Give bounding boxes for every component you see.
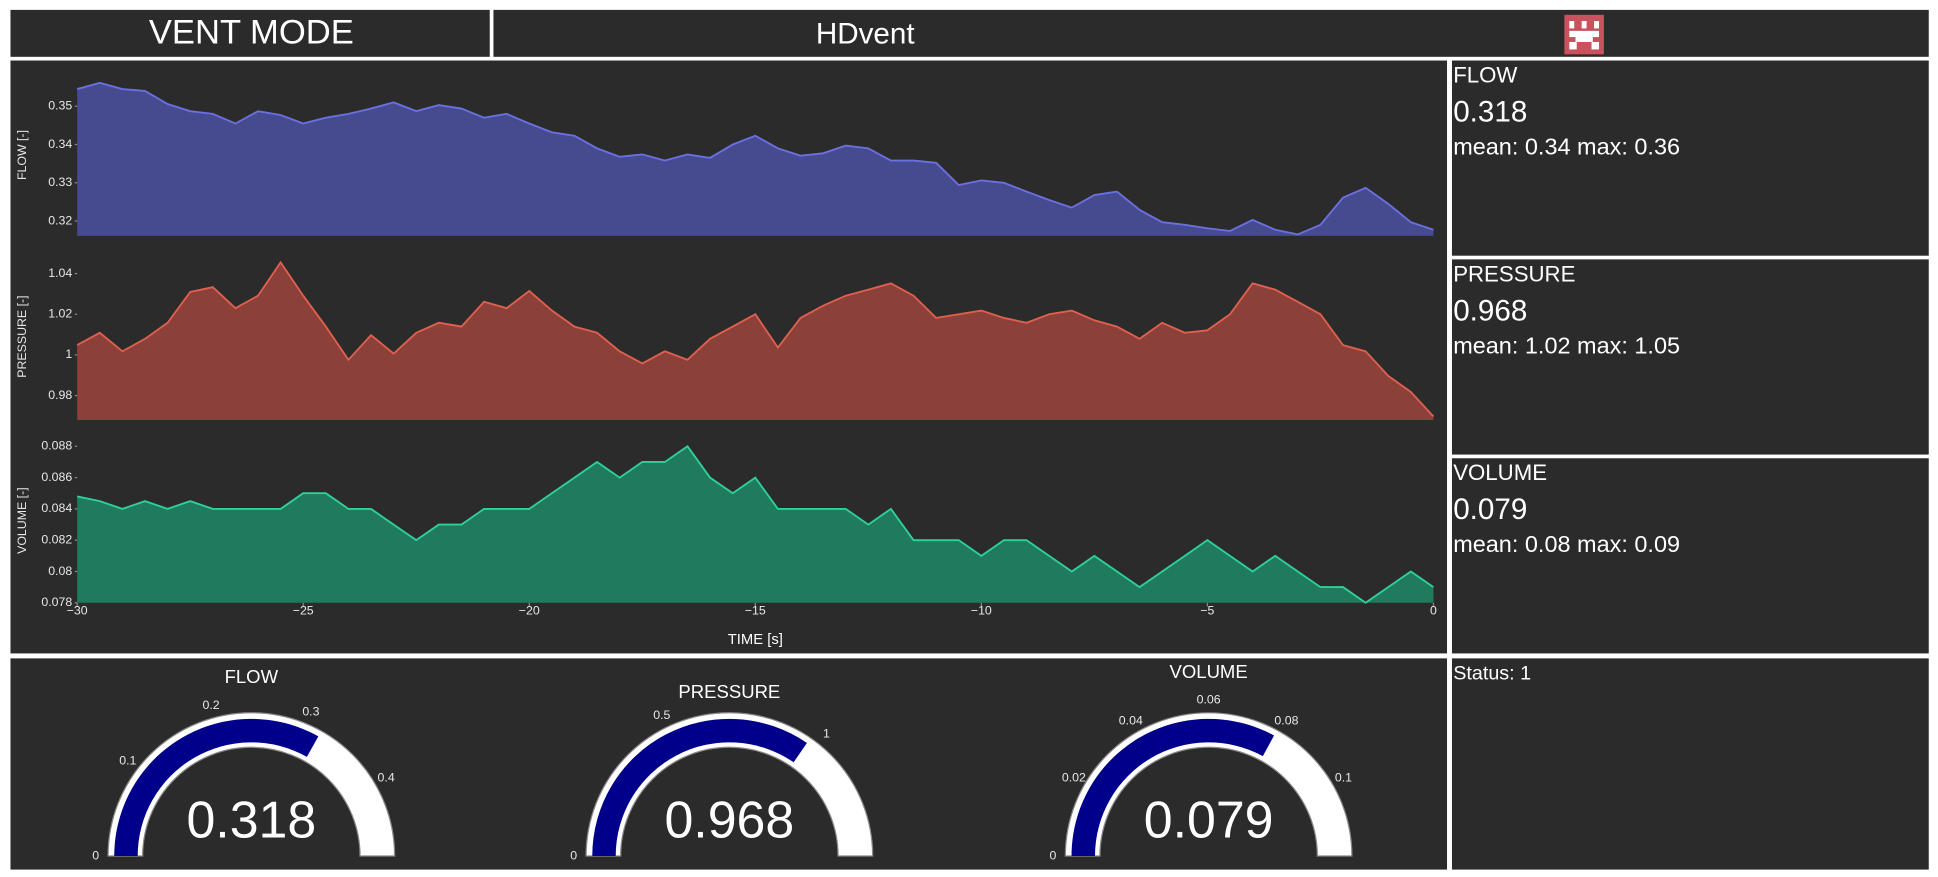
y-tick-label: 0.078 xyxy=(41,595,72,609)
gauge-tick-label: 0.06 xyxy=(1197,693,1221,707)
x-tick-label: 0 xyxy=(1430,604,1437,618)
area xyxy=(77,82,1434,236)
y-axis-title: FLOW [-] xyxy=(15,130,29,180)
mode-title: VENT MODE xyxy=(149,14,354,52)
readout-title: PRESSURE xyxy=(1453,261,1575,286)
y-tick-label: 0.084 xyxy=(41,501,72,515)
readout-stats: mean: 0.08 max: 0.09 xyxy=(1453,531,1680,557)
y-tick-label: 1.04 xyxy=(48,266,72,280)
gauge-tick-label: 0.1 xyxy=(1335,770,1352,784)
gauge-panel xyxy=(10,658,1448,870)
gauge-tick-label: 0.04 xyxy=(1119,713,1143,727)
app-box xyxy=(493,9,1929,57)
gauge-value: 0.318 xyxy=(186,791,316,849)
gauge-title: PRESSURE xyxy=(678,681,780,702)
readout-stats: mean: 1.02 max: 1.05 xyxy=(1453,332,1680,358)
y-tick-label: 0.34 xyxy=(48,137,72,151)
line xyxy=(76,445,1434,604)
area xyxy=(77,262,1434,420)
readout-value: 0.968 xyxy=(1453,294,1527,327)
gauge-bar xyxy=(592,718,807,857)
readout-value: 0.318 xyxy=(1453,95,1527,128)
gauge-tick-label: 0.08 xyxy=(1274,713,1298,727)
gauge-title: VOLUME xyxy=(1170,661,1248,682)
logo xyxy=(1564,14,1604,55)
gauge-tick-label: 0.5 xyxy=(653,708,670,722)
gauge-tick-label: 0 xyxy=(1050,848,1057,862)
y-axis-title: PRESSURE [-] xyxy=(15,295,29,377)
line xyxy=(76,81,1434,236)
gauge-tick-label: 0.2 xyxy=(202,698,219,712)
readout-title: VOLUME xyxy=(1453,460,1547,485)
readout-panel xyxy=(1451,259,1929,455)
area xyxy=(77,446,1434,603)
x-tick-label: −25 xyxy=(293,604,314,618)
mode-box xyxy=(10,9,490,57)
gauge-tick-label: 0.4 xyxy=(378,770,395,784)
gauge-bar xyxy=(114,718,319,857)
y-tick-label: 0.32 xyxy=(48,213,72,227)
line xyxy=(76,260,1435,418)
status-text: Status: 1 xyxy=(1453,663,1531,685)
gauge-tick-label: 0 xyxy=(570,848,577,862)
gauge-tick-label: 0 xyxy=(92,848,99,862)
x-tick-label: −30 xyxy=(67,604,88,618)
y-tick-label: 0.35 xyxy=(48,99,72,113)
gauge-tick-label: 0.3 xyxy=(302,704,319,718)
readout-title: FLOW xyxy=(1453,62,1517,87)
gauge-tick-label: 0.1 xyxy=(119,754,136,768)
x-tick-label: −5 xyxy=(1200,604,1214,618)
y-tick-label: 0.98 xyxy=(48,388,72,402)
y-tick-label: 1.02 xyxy=(48,306,72,320)
readout-panel xyxy=(1451,458,1929,654)
readout-value: 0.079 xyxy=(1453,493,1527,526)
y-tick-label: 0.088 xyxy=(41,439,72,453)
gauge-tick-label: 1 xyxy=(823,727,830,741)
gauge-value: 0.968 xyxy=(664,791,794,849)
status-panel xyxy=(1451,658,1929,870)
gauge-tick-label: 0.02 xyxy=(1062,770,1086,784)
readout-panel xyxy=(1451,60,1929,256)
gauge-value: 0.079 xyxy=(1144,791,1274,849)
x-tick-label: −20 xyxy=(519,604,540,618)
gauge-title: FLOW xyxy=(225,666,279,687)
gauge-bar xyxy=(1071,718,1275,857)
x-tick-label: −10 xyxy=(971,604,992,618)
y-tick-label: 0.08 xyxy=(48,564,72,578)
readout-stats: mean: 0.34 max: 0.36 xyxy=(1453,133,1680,159)
y-tick-label: 0.33 xyxy=(48,175,72,189)
y-axis-title: VOLUME [-] xyxy=(15,487,29,554)
y-tick-label: 0.082 xyxy=(41,532,72,546)
app-title: HDvent xyxy=(816,18,916,51)
x-tick-label: −15 xyxy=(745,604,766,618)
y-tick-label: 0.086 xyxy=(41,470,72,484)
y-tick-label: 1 xyxy=(65,347,72,361)
x-axis-title: TIME [s] xyxy=(728,632,783,648)
